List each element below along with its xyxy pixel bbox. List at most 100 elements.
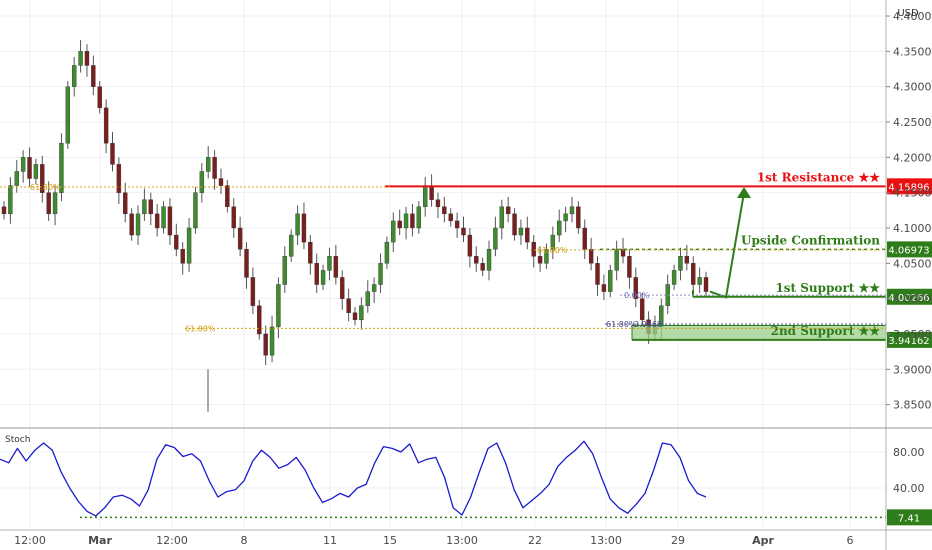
- candle-body: [410, 213, 415, 229]
- candle-body: [14, 171, 19, 186]
- candle-body: [333, 256, 339, 278]
- candle-body: [550, 234, 556, 250]
- x-tick-label: Apr: [752, 534, 774, 547]
- y-tick-label: 4.05000: [893, 257, 932, 270]
- stoch-tick-label: 40.00: [893, 482, 925, 495]
- candle-body: [27, 157, 32, 179]
- arrow-head: [737, 186, 751, 198]
- level-label: 1st Resistance ★★: [757, 170, 880, 184]
- level-price-badge: [887, 241, 932, 258]
- candle-body: [684, 256, 690, 264]
- candle-body: [448, 213, 453, 222]
- level-price-badge: [887, 288, 932, 305]
- level-price-text: 4.00266: [888, 293, 929, 304]
- candle-body: [639, 298, 645, 321]
- candle-body: [161, 206, 166, 229]
- candle-body: [525, 227, 530, 243]
- level-label: 2nd Support ★★: [771, 324, 881, 338]
- x-tick-label: 11: [323, 534, 337, 547]
- level-lines: 1st Resistance ★★ 4.15896 Upside Confirmat…: [385, 170, 932, 348]
- candle-body: [308, 241, 313, 264]
- x-tick-label: 13:00: [590, 534, 622, 547]
- level-price-badge: [887, 178, 932, 195]
- candle-body: [193, 192, 198, 229]
- candle-body: [148, 199, 153, 215]
- candle-body: [110, 142, 115, 165]
- fib-label: 61.80%: [30, 183, 61, 192]
- candle-body: [314, 263, 319, 285]
- level-price-badge: [887, 331, 932, 348]
- y-tick-label: 4.40000: [893, 10, 932, 23]
- y-tick-label: 4.30000: [893, 81, 932, 94]
- y-tick-label: 3.95000: [893, 328, 932, 341]
- candle-body: [403, 213, 409, 229]
- candle-body: [263, 333, 268, 356]
- fibonacci-labels: 61.80%61.80%61.80%0.00%61.80%3.9668: [0, 183, 886, 333]
- level-price-text: 4.06973: [888, 245, 929, 256]
- y-tick-label: 4.20000: [893, 151, 932, 164]
- level-label: Upside Confirmation: [741, 233, 880, 247]
- candle-body: [91, 65, 96, 87]
- fib-label: 3.9668: [634, 320, 662, 329]
- y-tick-label: 4.00000: [893, 293, 932, 306]
- candle-body: [142, 199, 147, 215]
- y-tick-label: 4.10000: [893, 222, 932, 235]
- candle-body: [154, 213, 160, 229]
- candle-body: [569, 206, 575, 215]
- candle-body: [582, 227, 587, 250]
- grid: [0, 0, 886, 527]
- candle-body: [537, 256, 543, 264]
- candle-body: [327, 256, 332, 271]
- candle-body: [97, 86, 102, 109]
- x-tick-label: Mar: [88, 534, 112, 547]
- candle-body: [206, 157, 211, 172]
- currency-label: USD: [897, 8, 919, 19]
- candle-body: [557, 220, 562, 236]
- level-price-text: 4.15896: [888, 182, 929, 193]
- candle-body: [518, 227, 524, 236]
- candle-body: [1, 206, 7, 215]
- candle-body: [257, 305, 262, 335]
- candle-body: [288, 234, 294, 257]
- candle-body: [78, 51, 83, 66]
- y-tick-label: 3.90000: [893, 363, 932, 376]
- candle-body: [633, 277, 638, 299]
- x-tick-label: 22: [528, 534, 542, 547]
- candle-body: [416, 206, 422, 229]
- candle-body: [614, 248, 619, 271]
- candle-body: [40, 164, 45, 193]
- candle-body: [359, 305, 364, 321]
- candle-body: [52, 192, 58, 215]
- candlestick-series: [1, 40, 709, 412]
- candle-body: [346, 298, 351, 313]
- candle-body: [269, 326, 275, 356]
- candle-body: [365, 291, 370, 306]
- candle-body: [505, 206, 511, 215]
- candle-body: [295, 213, 300, 236]
- x-tick-label: 8: [241, 534, 248, 547]
- candle-body: [576, 206, 581, 229]
- candle-body: [397, 220, 402, 229]
- candle-body: [429, 185, 434, 200]
- candle-body: [301, 213, 307, 243]
- fib-label: 0.00%: [624, 291, 650, 300]
- candle-body: [84, 51, 90, 66]
- candle-body: [116, 164, 122, 193]
- candle-body: [435, 199, 441, 207]
- y-tick-label: 4.25000: [893, 116, 932, 129]
- candle-body: [703, 277, 709, 292]
- candle-body: [212, 157, 217, 179]
- stoch-tick-label: 80.00: [893, 446, 925, 459]
- stoch-label: Stoch: [5, 435, 30, 445]
- candle-body: [454, 220, 460, 229]
- candle-body: [20, 157, 26, 172]
- candle-body: [601, 284, 607, 292]
- candle-body: [691, 263, 696, 285]
- candle-body: [244, 248, 249, 278]
- candle-body: [474, 256, 479, 264]
- candle-body: [33, 164, 39, 179]
- candle-body: [167, 206, 173, 236]
- x-tick-label: 13:00: [446, 534, 478, 547]
- x-tick-label: 12:00: [14, 534, 46, 547]
